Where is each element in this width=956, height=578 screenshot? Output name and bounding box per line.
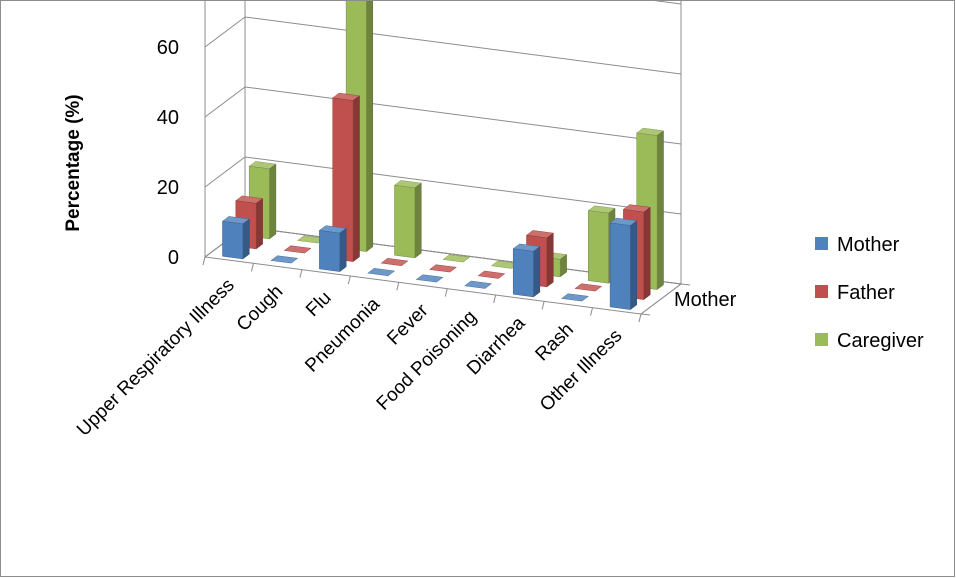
bar-mother-4 — [415, 274, 444, 283]
category-tick — [638, 313, 642, 323]
category-label: Upper Respiratory Illness — [73, 275, 239, 441]
category-tick — [202, 256, 206, 266]
y-axis-title: Percentage (%) — [63, 94, 84, 231]
legend-swatch — [815, 237, 828, 250]
legend-swatch — [815, 285, 828, 298]
category-label: Rash — [532, 319, 578, 365]
category-tick — [541, 301, 545, 310]
category-tick — [396, 282, 400, 291]
bar-mother-1 — [270, 255, 299, 264]
y-tick-label: 40 — [157, 107, 179, 129]
bar-mother-7 — [560, 293, 590, 302]
bar-mother-8 — [609, 217, 638, 311]
category-tick — [250, 263, 254, 272]
bar-father-4 — [428, 264, 458, 273]
bar-father-5 — [477, 270, 506, 279]
gridline — [654, 1, 682, 5]
category-tick — [590, 307, 594, 316]
gridline — [204, 86, 682, 145]
bar-mother-2 — [318, 225, 347, 273]
bar-caregiver-3 — [393, 180, 422, 259]
gridline — [204, 16, 682, 75]
y-tick-label: 60 — [157, 37, 179, 59]
gridline — [204, 156, 682, 215]
y-tick-label: 0 — [168, 247, 179, 269]
category-tick — [493, 294, 497, 304]
category-label: Flu — [302, 287, 336, 321]
bars — [221, 1, 665, 311]
category-tick — [299, 269, 303, 278]
bar-father-1 — [283, 245, 312, 254]
category-label: Food Poisoning — [373, 306, 481, 414]
legend-label: Caregiver — [837, 330, 924, 352]
category-tick — [347, 275, 351, 285]
depth-tick — [640, 313, 651, 316]
y-tick-label: 20 — [157, 177, 179, 199]
legend-label: Father — [837, 282, 895, 304]
bar-father-2 — [332, 92, 361, 263]
legend-label: Mother — [837, 234, 900, 256]
category-tick — [444, 288, 448, 297]
bar-mother-6 — [512, 243, 541, 298]
bar-father-3 — [380, 258, 409, 267]
category-label: Fever — [383, 300, 433, 350]
bar-mother-0 — [221, 216, 250, 260]
y-tick-labels: 020406080100 — [157, 37, 179, 269]
bar-father-7 — [574, 283, 603, 292]
legend-swatch — [815, 333, 828, 346]
depth-axis-label: Mother — [674, 289, 737, 311]
depth-tick — [680, 283, 691, 286]
bar-mother-5 — [464, 280, 493, 289]
category-label: Cough — [233, 281, 287, 335]
bar-mother-3 — [367, 268, 396, 277]
legend: Mother Father Caregiver — [815, 234, 924, 352]
depth-axis — [640, 283, 682, 315]
bar-caregiver-4 — [442, 254, 471, 263]
